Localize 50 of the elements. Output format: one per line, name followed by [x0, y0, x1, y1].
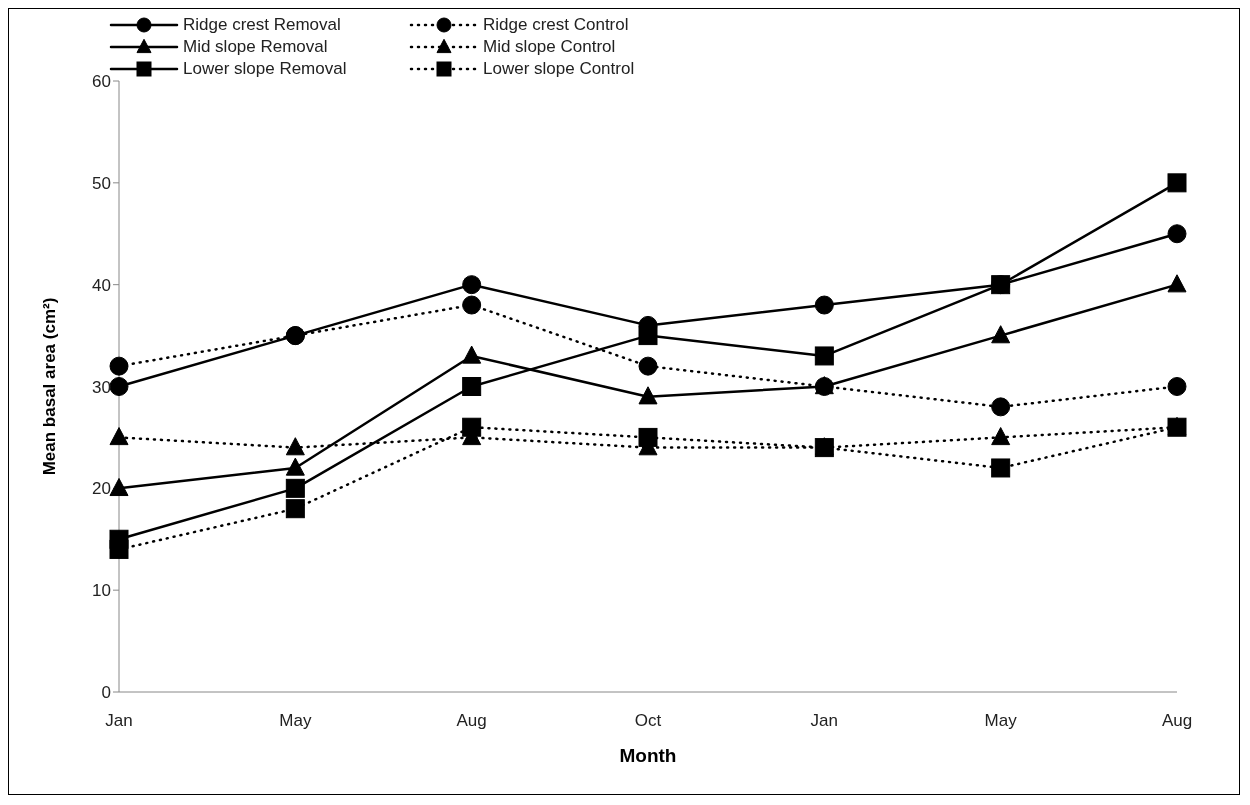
y-tick-label: 50	[92, 173, 111, 193]
point	[638, 427, 658, 447]
point	[1167, 224, 1187, 244]
point	[462, 275, 482, 295]
point	[109, 356, 129, 376]
point	[285, 457, 305, 476]
point	[991, 397, 1011, 417]
x-tick-label: Jan	[810, 711, 839, 731]
legend-label: Ridge crest Control	[483, 15, 629, 35]
x-axis-title: Month	[619, 745, 677, 766]
point	[814, 295, 834, 315]
point	[1167, 377, 1187, 396]
point	[285, 478, 305, 498]
point	[991, 427, 1011, 446]
point	[638, 356, 658, 376]
point	[462, 345, 482, 364]
point	[285, 499, 305, 519]
x-tick-label: May	[984, 711, 1018, 731]
point	[638, 326, 658, 346]
legend-label: Lower slope Removal	[183, 59, 347, 79]
y-tick-label: 20	[92, 479, 111, 499]
point	[462, 417, 482, 437]
point	[1167, 274, 1187, 293]
point	[462, 377, 482, 396]
point	[991, 325, 1011, 344]
y-tick-label: 60	[92, 72, 111, 92]
x-tick-label: Aug	[1161, 711, 1193, 731]
point	[109, 539, 129, 559]
x-tick-label: Jan	[105, 711, 133, 731]
y-tick-label: 0	[101, 683, 111, 703]
point	[814, 346, 834, 366]
point	[109, 377, 129, 396]
legend-label: Mid slope Control	[483, 37, 616, 57]
legend-label: Ridge crest Removal	[183, 15, 341, 35]
y-axis-title: Mean basal area (cm²)	[40, 297, 60, 476]
x-tick-label: Oct	[634, 711, 662, 731]
point	[109, 477, 129, 497]
y-tick-label: 40	[92, 275, 111, 295]
legend-label: Mid slope Removal	[183, 37, 328, 57]
point	[285, 437, 305, 456]
point	[1167, 173, 1187, 193]
point	[109, 427, 129, 446]
point	[638, 386, 658, 405]
y-tick-label: 30	[92, 377, 111, 397]
legend-label: Lower slope Control	[483, 59, 635, 79]
x-tick-label: Aug	[456, 711, 487, 731]
y-tick-label: 10	[92, 581, 111, 601]
point	[462, 295, 482, 315]
point	[991, 458, 1011, 478]
x-tick-label: May	[279, 711, 312, 731]
